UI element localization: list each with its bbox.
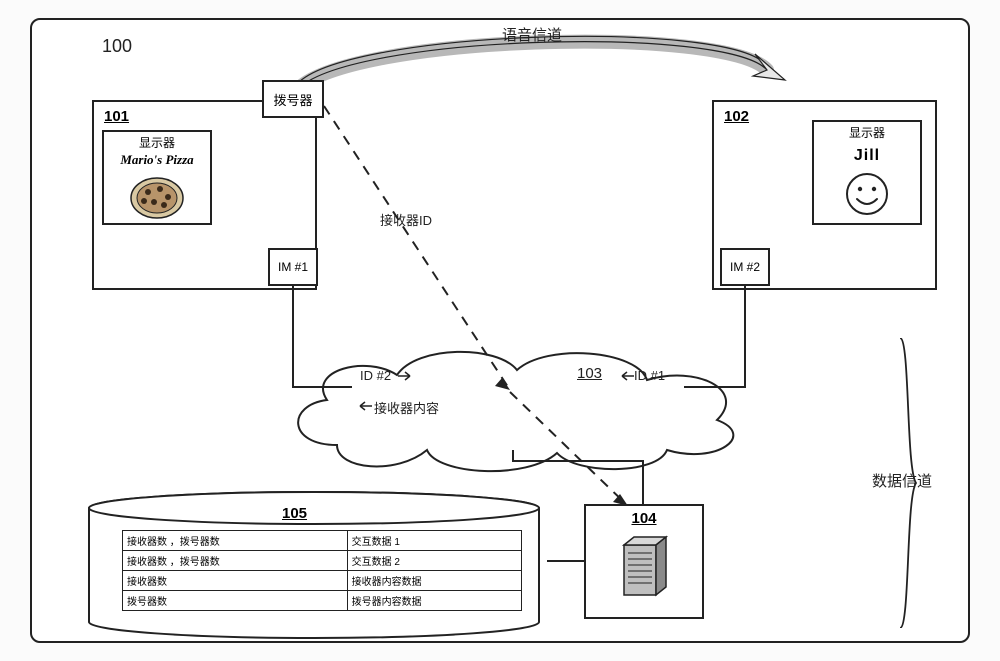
cell: 交互数据 2: [347, 551, 521, 571]
table-row: 接收器数接收器内容数据: [123, 571, 522, 591]
display-102-title: 显示器: [814, 124, 920, 141]
receiver-content-arrow-icon: [354, 400, 372, 412]
display-102: 显示器 Jill: [812, 120, 922, 225]
receiver-id-label: 接收器ID: [380, 210, 432, 229]
cell: 拨号器数: [123, 591, 348, 611]
cloud-id: 103: [577, 365, 602, 382]
device-101-id: 101: [104, 108, 129, 125]
cell: 接收器数 ，拨号器数: [123, 531, 348, 551]
im2-label: IM #2: [730, 260, 760, 274]
cell: 拨号器内容数据: [347, 591, 521, 611]
smiley-icon: [844, 171, 890, 217]
table-row: 接收器数 ，拨号器数交互数据 2: [123, 551, 522, 571]
conn-cloud-server-up: [512, 450, 514, 462]
id2-label: ID #2: [360, 368, 391, 383]
conn-cloud-server-h: [512, 460, 644, 462]
server-id: 104: [586, 510, 702, 527]
dialer-box: 拨号器: [262, 80, 324, 118]
server-icon: [616, 533, 672, 599]
server-104: 104: [584, 504, 704, 619]
voice-channel-label: 语音信道: [502, 24, 562, 45]
im1-box: IM #1: [268, 248, 318, 286]
cell: 接收器数 ，拨号器数: [123, 551, 348, 571]
conn-im2-down: [744, 286, 746, 386]
data-channel-label: 数据信道: [872, 470, 942, 491]
table-row: 接收器数 ，拨号器数交互数据 1: [123, 531, 522, 551]
pizza-icon: [128, 172, 186, 220]
display-101-brand: Mario's Pizza: [104, 152, 210, 168]
conn-im2-left: [684, 386, 746, 388]
id2-arrow-icon: [398, 370, 416, 382]
dialer-label: 拨号器: [273, 90, 312, 109]
figure-frame: 100 语音信道 101 拨号器 显示器 Mario's Pizza IM #1…: [30, 18, 970, 643]
cell: 接收器内容数据: [347, 571, 521, 591]
display-101-title: 显示器: [104, 134, 210, 151]
figure-number: 100: [102, 36, 132, 57]
device-102-id: 102: [724, 108, 749, 125]
database-table: 接收器数 ，拨号器数交互数据 1 接收器数 ，拨号器数交互数据 2 接收器数接收…: [122, 530, 522, 611]
table-row: 拨号器数拨号器内容数据: [123, 591, 522, 611]
database-105: 105 接收器数 ，拨号器数交互数据 1 接收器数 ，拨号器数交互数据 2 接收…: [82, 490, 547, 640]
cloud-103: 103: [277, 335, 757, 475]
cell: 交互数据 1: [347, 531, 521, 551]
display-101: 显示器 Mario's Pizza: [102, 130, 212, 225]
conn-cloud-server: [642, 460, 644, 504]
cell: 接收器数: [123, 571, 348, 591]
conn-server-db: [547, 560, 584, 562]
im2-box: IM #2: [720, 248, 770, 286]
conn-im1-right: [292, 386, 352, 388]
id1-arrow-icon: [616, 370, 634, 382]
database-id: 105: [282, 505, 307, 522]
im1-label: IM #1: [278, 260, 308, 274]
display-102-name: Jill: [814, 147, 920, 165]
conn-im1-down: [292, 286, 294, 386]
id1-label: ID #1: [634, 368, 665, 383]
receiver-content-label: 接收器内容: [374, 398, 439, 417]
